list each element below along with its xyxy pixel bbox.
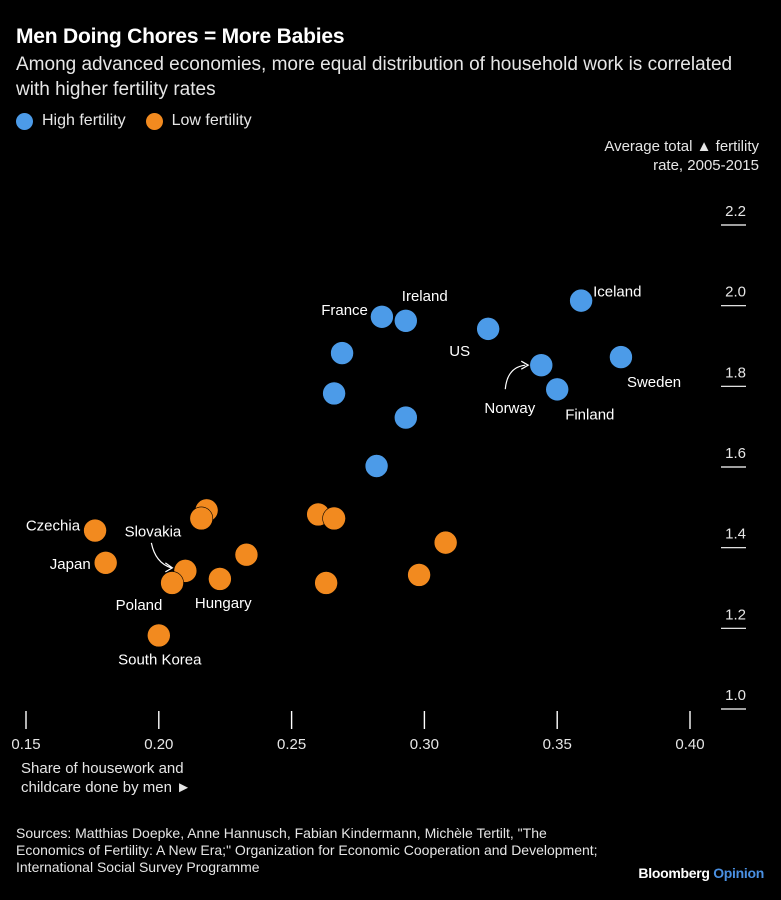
legend-high-label: High fertility	[42, 112, 126, 129]
y-tick-label: 1.8	[725, 364, 746, 381]
high-fertility-point	[529, 353, 554, 377]
y-tick-label: 1.2	[725, 606, 746, 623]
x-tick-label: 0.30	[410, 736, 439, 753]
brand-logo: Bloomberg Opinion	[638, 865, 764, 881]
x-tick-label: 0.20	[144, 736, 173, 753]
x-tick-label: 0.25	[277, 736, 306, 753]
legend-low-label: Low fertility	[171, 112, 252, 129]
y-tick-label: 1.0	[725, 687, 746, 704]
annotations	[150, 360, 530, 573]
slovakia-arrow	[150, 542, 172, 569]
low-fertility-point	[433, 530, 458, 555]
x-tick-label: 0.40	[675, 736, 704, 753]
point-label: Japan	[50, 556, 91, 573]
legend-low-swatch	[145, 112, 163, 130]
low-fertility-point	[83, 518, 107, 543]
y-tick-label: 1.6	[725, 445, 746, 462]
high-fertility-point	[394, 308, 418, 333]
point-labels: Iceland France Ireland US Sweden Norway Finlan…	[26, 284, 681, 669]
high-fertility-point	[545, 377, 570, 402]
brand-name: Bloomberg	[638, 865, 710, 881]
point-label: Ireland	[402, 288, 448, 305]
high-fertility-point	[394, 405, 418, 430]
low-fertility-point	[314, 571, 338, 595]
point-label: France	[321, 302, 368, 319]
y-tick-label: 1.4	[725, 526, 746, 543]
legend-high-swatch	[16, 112, 33, 130]
slovakia-arrow-head	[165, 562, 174, 573]
legend: High fertility Low fertility	[16, 112, 272, 130]
y-tick-label: 2.2	[725, 203, 746, 220]
low-fertility-point	[234, 542, 259, 567]
point-label: US	[449, 343, 470, 360]
point-label: Hungary	[195, 595, 252, 612]
low-fertility-point	[147, 623, 171, 648]
low-fertility-point	[208, 567, 232, 591]
low-fertility-point	[189, 506, 214, 531]
x-axis-title: Share of housework and childcare done by…	[21, 760, 191, 796]
low-fertility-point	[93, 550, 118, 575]
high-fertility-point	[364, 454, 389, 478]
low-fertility-point	[407, 563, 431, 587]
x-tick-label: 0.35	[543, 736, 572, 753]
norway-arrow	[504, 364, 526, 390]
sources-note: Sources: Matthias Doepke, Anne Hannusch,…	[16, 825, 598, 875]
point-label: Poland	[116, 597, 163, 614]
x-tick-label: 0.15	[11, 736, 40, 753]
high-fertility-point	[322, 381, 346, 406]
point-label: Sweden	[627, 374, 681, 391]
points	[83, 288, 633, 648]
point-label: Finland	[565, 406, 614, 423]
low-fertility-point	[322, 506, 346, 531]
chart-title: Men Doing Chores = More Babies	[16, 25, 345, 48]
legend-item-high: High fertility	[16, 112, 126, 130]
high-fertility-point	[330, 341, 354, 365]
norway-arrow-head	[520, 360, 530, 370]
y-tick-label: 2.0	[725, 284, 746, 301]
high-fertility-point	[476, 317, 500, 341]
axes: 0.15 0.20 0.25 0.30 0.35 0.40 1.0 1.2 1.4 1.6 1.8 2…	[11, 203, 746, 753]
y-axis-title: Average total ▲ fertility rate, 2005-201…	[604, 138, 759, 174]
brand-section: Opinion	[713, 865, 764, 881]
point-label: South Korea	[118, 651, 202, 668]
chart-subtitle: Among advanced economies, more equal dis…	[16, 54, 733, 100]
high-fertility-point	[569, 288, 593, 313]
high-fertility-point	[370, 304, 394, 329]
point-label: Iceland	[593, 284, 641, 301]
point-label: Norway	[484, 400, 535, 417]
point-label: Slovakia	[125, 523, 182, 540]
high-fertility-point	[609, 345, 633, 369]
low-fertility-point	[160, 571, 184, 595]
legend-item-low: Low fertility	[145, 112, 252, 130]
point-label: Czechia	[26, 518, 81, 535]
